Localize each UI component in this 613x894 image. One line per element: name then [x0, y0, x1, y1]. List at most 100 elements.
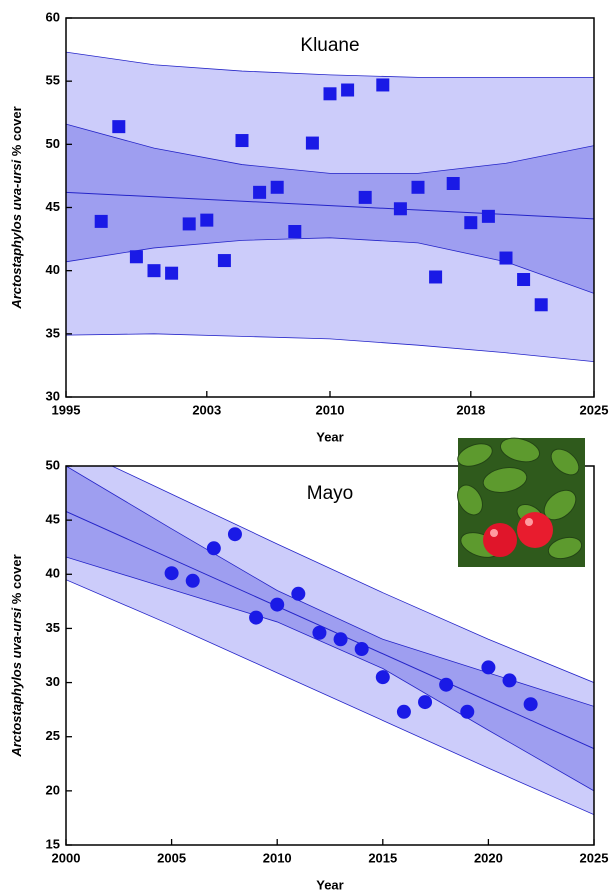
band-edge [66, 556, 594, 792]
band-edge [66, 333, 594, 363]
regression-line [66, 511, 594, 750]
data-point [534, 298, 548, 312]
data-point [418, 695, 433, 710]
band-fill [66, 124, 594, 294]
y-tick-label: 25 [46, 728, 60, 743]
y-tick-label: 40 [46, 566, 60, 581]
y-axis-label-species: Arctostaphylos uva-ursi [9, 159, 24, 309]
inset-photo [457, 437, 585, 567]
panel: 2000 2005 2010 2015 2020 20251520253035404550… [9, 457, 609, 892]
y-tick-label: 30 [46, 674, 60, 689]
data-point [446, 176, 460, 190]
data-point [375, 670, 390, 685]
data-point [270, 180, 284, 194]
leaf [499, 437, 541, 463]
data-point [502, 673, 517, 688]
berry [517, 512, 553, 548]
data-point [305, 136, 319, 150]
data-point [206, 541, 221, 556]
data-point [481, 209, 495, 223]
y-tick-label: 40 [46, 262, 60, 277]
data-point [517, 273, 531, 287]
data-point [94, 214, 108, 228]
y-axis-label-unit: % cover [9, 554, 24, 604]
x-tick-label: 2015 [368, 850, 397, 865]
data-point [147, 264, 161, 278]
y-tick-label: 45 [46, 512, 60, 527]
data-point [354, 642, 369, 657]
y-tick-label: 55 [46, 73, 60, 88]
data-point [253, 185, 267, 199]
data-point [227, 527, 242, 542]
data-point [200, 213, 214, 227]
data-point [429, 270, 443, 284]
y-axis-label: Arctostaphylos uva-ursi % cover [9, 554, 24, 757]
band-edge [66, 123, 594, 174]
data-point [288, 225, 302, 239]
plot-area [66, 51, 594, 363]
x-tick-label: 1995 [52, 402, 81, 417]
y-axis-label-unit: % cover [9, 106, 24, 156]
x-tick-label: 2018 [456, 402, 485, 417]
data-point [112, 120, 126, 134]
x-tick-label: 2010 [263, 850, 292, 865]
data-point [481, 660, 496, 675]
y-tick-label: 50 [46, 136, 60, 151]
data-point [249, 610, 264, 625]
y-tick-label: 50 [46, 457, 60, 472]
data-point [464, 216, 478, 230]
chart-title: Mayo [307, 483, 353, 504]
leaf [457, 484, 483, 516]
band-edge [66, 579, 594, 816]
data-point [499, 251, 513, 265]
data-point [460, 704, 475, 719]
data-point [523, 697, 538, 712]
data-point [358, 190, 372, 204]
y-tick-label: 35 [46, 325, 60, 340]
data-point [323, 87, 337, 101]
data-point [185, 573, 200, 588]
x-tick-label: 2025 [580, 850, 609, 865]
data-point [333, 632, 348, 647]
data-point [376, 78, 390, 92]
x-axis-label: Year [316, 429, 343, 444]
data-point [182, 217, 196, 231]
berry-shine [490, 529, 498, 537]
x-tick-label: 2020 [474, 850, 503, 865]
data-point [270, 597, 285, 612]
data-point [396, 704, 411, 719]
data-point [341, 83, 355, 97]
y-tick-label: 20 [46, 782, 60, 797]
data-point [439, 677, 454, 692]
y-axis-label-species: Arctostaphylos uva-ursi [9, 607, 24, 757]
data-point [217, 254, 231, 268]
x-tick-label: 2005 [157, 850, 186, 865]
x-tick-label: 2000 [52, 850, 81, 865]
x-tick-label: 2025 [580, 402, 609, 417]
regression-line [66, 191, 594, 220]
leaf [547, 536, 583, 560]
panel: 1995 2003 2010 2018 2025 30 35 40 45 50 55 60 Kluane… [9, 9, 608, 444]
y-tick-label: 30 [46, 388, 60, 403]
y-tick-label: 60 [46, 9, 60, 24]
data-point [129, 250, 143, 264]
band-edge [66, 51, 594, 78]
berry [483, 523, 517, 557]
y-tick-label: 35 [46, 620, 60, 635]
leaf [482, 467, 528, 493]
y-axis-label: Arctostaphylos uva-ursi % cover [9, 106, 24, 309]
y-tick-label: 15 [46, 836, 60, 851]
leaf [550, 448, 580, 476]
plot-frame [65, 465, 595, 846]
x-tick-label: 2003 [192, 402, 221, 417]
data-point [164, 566, 179, 581]
x-tick-label: 2010 [316, 402, 345, 417]
data-point [165, 266, 179, 280]
x-axis-label: Year [316, 877, 343, 892]
y-tick-label: 45 [46, 199, 60, 214]
data-point [291, 586, 306, 601]
leaf [457, 443, 493, 467]
data-point [411, 180, 425, 194]
data-point [312, 625, 327, 640]
